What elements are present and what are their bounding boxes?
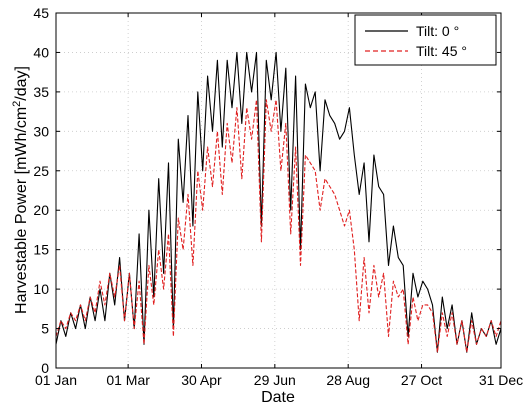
y-tick-label: 10 bbox=[33, 281, 49, 297]
x-tick-label: 01 Mar bbox=[106, 372, 150, 388]
y-tick-label: 15 bbox=[33, 242, 49, 258]
legend: Tilt: 0 ° Tilt: 45 ° bbox=[354, 14, 497, 66]
y-tick-label: 35 bbox=[33, 84, 49, 100]
x-tick-label: 31 Dec bbox=[479, 372, 523, 388]
y-axis-title-tail: /day] bbox=[13, 66, 30, 101]
ticks bbox=[55, 12, 502, 369]
grid bbox=[56, 13, 501, 368]
y-tick-label: 25 bbox=[33, 163, 49, 179]
tick-labels: 01 Jan 01 Mar 30 Apr 29 Jun 28 Aug 27 Oct 31 D… bbox=[33, 5, 523, 388]
x-tick-label: 28 Aug bbox=[326, 372, 370, 388]
y-tick-label: 40 bbox=[33, 44, 49, 60]
plot-lines bbox=[55, 51, 502, 353]
legend-label-tilt-0: Tilt: 0 ° bbox=[416, 23, 459, 39]
series-line-tilt-45 bbox=[55, 99, 502, 353]
x-tick-label: 01 Jan bbox=[35, 372, 77, 388]
y-tick-label: 30 bbox=[33, 123, 49, 139]
legend-box bbox=[354, 14, 497, 66]
y-axis-title-main: Harvestable Power [mWh/cm bbox=[13, 107, 30, 314]
series-line-tilt-0 bbox=[55, 51, 502, 353]
x-axis-title: Date bbox=[261, 389, 295, 406]
legend-label-tilt-45: Tilt: 45 ° bbox=[416, 43, 467, 59]
x-tick-label: 30 Apr bbox=[181, 372, 222, 388]
y-tick-label: 45 bbox=[33, 5, 49, 21]
y-tick-label: 20 bbox=[33, 202, 49, 218]
plot-frame bbox=[55, 12, 502, 369]
y-axis-title-superscript: 2 bbox=[11, 101, 23, 107]
y-axis-title: Harvestable Power [mWh/cm2/day] bbox=[11, 66, 30, 314]
x-tick-label: 29 Jun bbox=[254, 372, 296, 388]
x-tick-label: 27 Oct bbox=[401, 372, 442, 388]
y-tick-label: 5 bbox=[41, 321, 49, 337]
y-tick-label: 0 bbox=[41, 360, 49, 376]
